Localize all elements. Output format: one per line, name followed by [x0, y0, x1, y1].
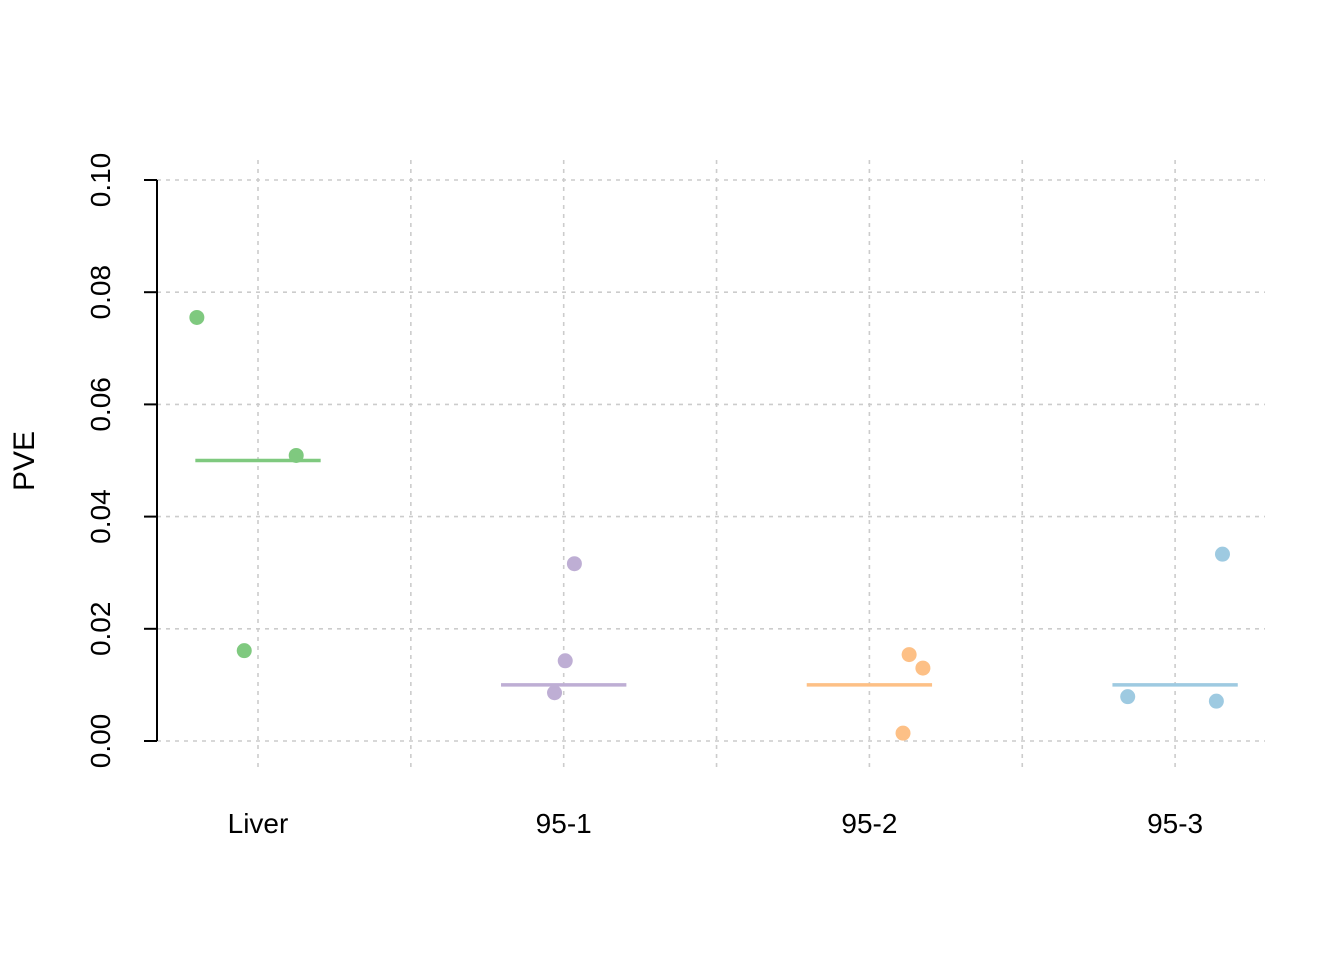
y-tick-label: 0.10 [85, 153, 116, 208]
data-point [547, 685, 563, 701]
data-point [557, 653, 573, 669]
data-point [901, 647, 917, 663]
data-point [915, 660, 931, 676]
y-tick-label: 0.00 [85, 714, 116, 769]
data-point [189, 309, 205, 325]
y-tick-label: 0.02 [85, 602, 116, 657]
x-tick-label: 95-3 [1147, 808, 1203, 839]
y-tick-label: 0.08 [85, 265, 116, 320]
data-point [236, 643, 252, 659]
data-point [1208, 693, 1224, 709]
data-points [189, 309, 1230, 741]
x-axis-labels: Liver 95-1 95-2 95-3 [228, 808, 1203, 839]
data-point [288, 447, 304, 463]
y-tick-label: 0.06 [85, 377, 116, 432]
data-point [895, 725, 911, 741]
y-axis: 0.00 0.02 0.04 0.06 0.08 0.10 [85, 153, 158, 769]
x-tick-label: 95-2 [841, 808, 897, 839]
vertical-gridlines [257, 160, 1176, 768]
y-axis-title: PVE [8, 431, 41, 491]
horizontal-gridlines [157, 179, 1265, 742]
y-tick-label: 0.04 [85, 489, 116, 544]
data-point [566, 556, 582, 572]
data-point [1120, 689, 1136, 705]
x-tick-label: Liver [228, 808, 289, 839]
x-tick-label: 95-1 [536, 808, 592, 839]
data-point [1214, 546, 1230, 562]
